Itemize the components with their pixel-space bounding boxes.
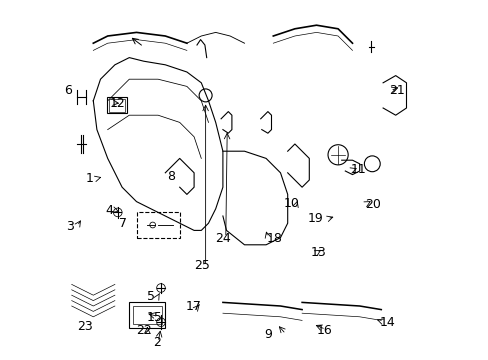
- Text: 13: 13: [310, 246, 326, 259]
- Text: 22: 22: [136, 324, 152, 337]
- Text: 19: 19: [306, 212, 322, 225]
- Text: 16: 16: [316, 324, 332, 337]
- Text: 4: 4: [105, 204, 113, 217]
- Text: 17: 17: [185, 300, 201, 313]
- Text: 8: 8: [166, 170, 174, 183]
- Text: 15: 15: [146, 311, 162, 324]
- Text: 1: 1: [86, 172, 94, 185]
- Text: 7: 7: [119, 217, 127, 230]
- Text: 3: 3: [65, 220, 73, 233]
- Text: 5: 5: [147, 291, 155, 303]
- Text: 24: 24: [215, 232, 230, 245]
- Text: 20: 20: [365, 198, 380, 211]
- FancyBboxPatch shape: [107, 97, 126, 113]
- Text: 25: 25: [194, 259, 209, 272]
- Text: 10: 10: [283, 197, 299, 210]
- Text: 9: 9: [264, 328, 271, 341]
- FancyBboxPatch shape: [108, 99, 124, 112]
- FancyBboxPatch shape: [133, 306, 162, 324]
- Text: 18: 18: [266, 232, 282, 245]
- Text: 11: 11: [350, 163, 366, 176]
- Text: 21: 21: [388, 84, 404, 97]
- Text: 23: 23: [77, 320, 93, 333]
- Text: 6: 6: [64, 84, 72, 97]
- Text: 14: 14: [379, 316, 394, 329]
- Text: 12: 12: [109, 97, 125, 110]
- FancyBboxPatch shape: [129, 302, 165, 328]
- FancyBboxPatch shape: [136, 212, 179, 238]
- Text: 2: 2: [153, 336, 161, 349]
